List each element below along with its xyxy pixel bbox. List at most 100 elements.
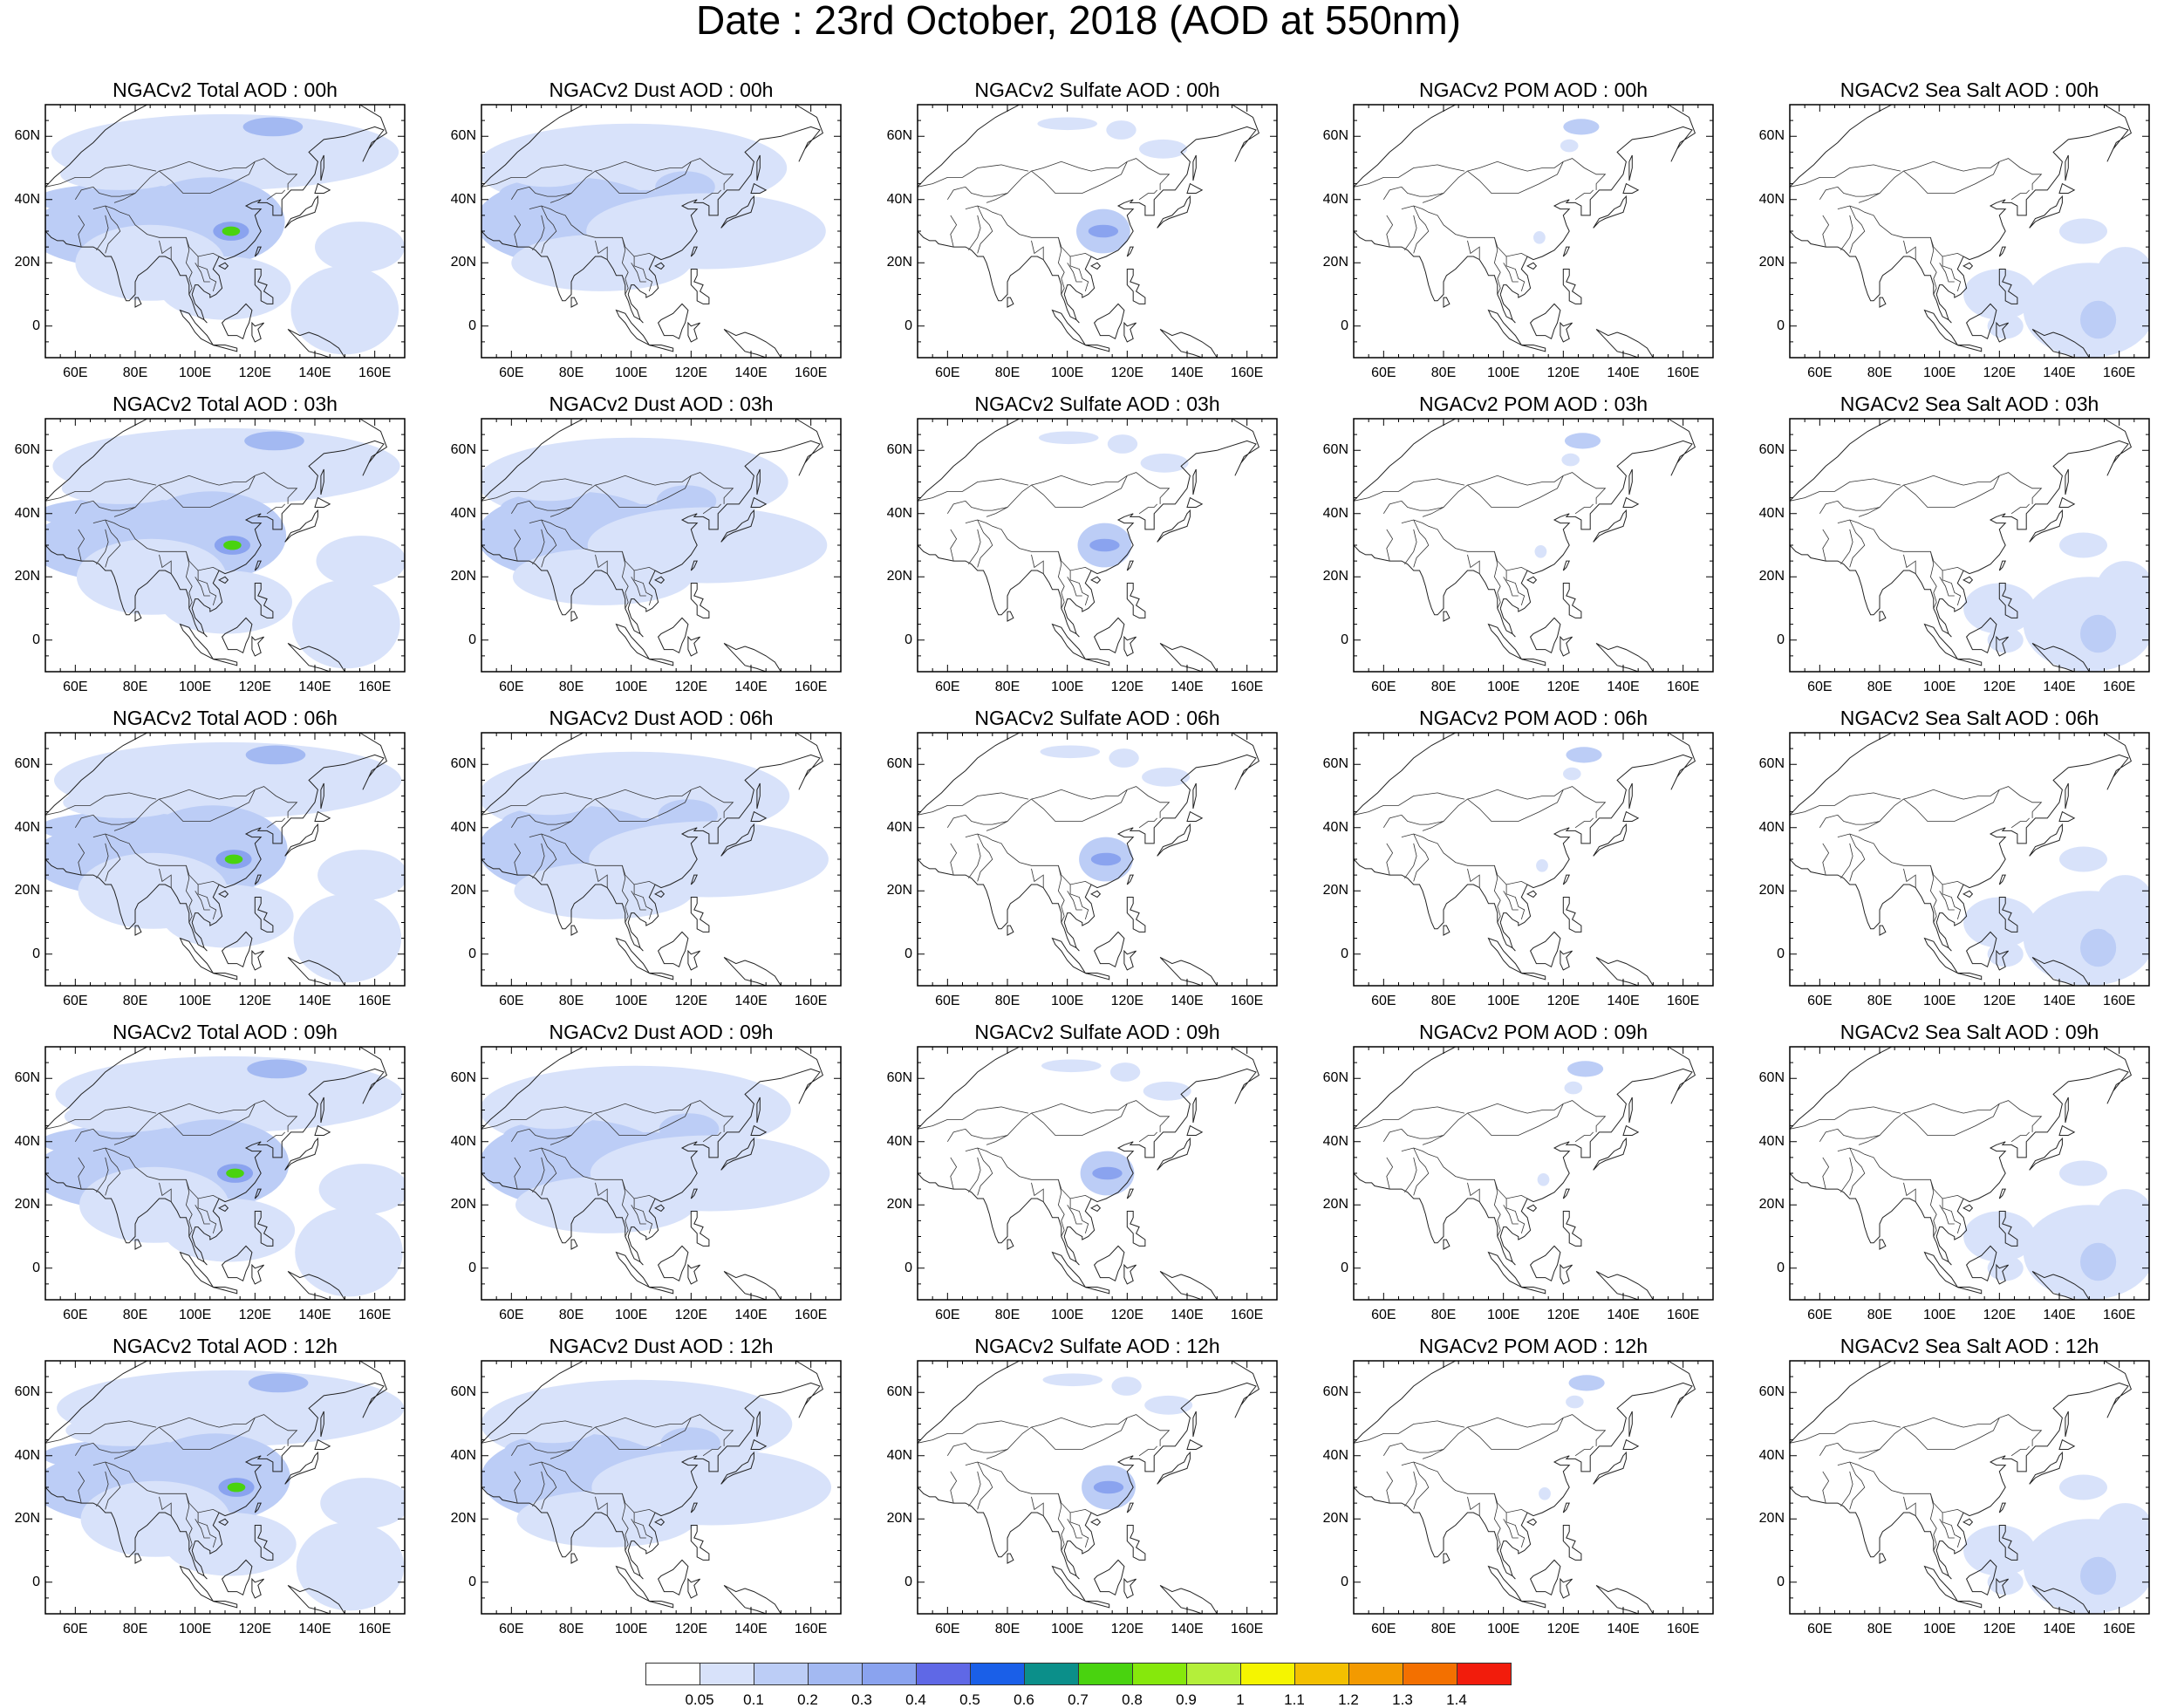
coastline bbox=[690, 269, 710, 304]
coastline bbox=[918, 419, 1260, 638]
coastline bbox=[1094, 617, 1125, 654]
coastline bbox=[1790, 419, 2133, 638]
aod-shading bbox=[2095, 247, 2149, 311]
lon-tick-label: 120E bbox=[238, 366, 272, 380]
country-border bbox=[74, 1128, 136, 1143]
country-border bbox=[185, 237, 193, 295]
country-border bbox=[1031, 789, 1128, 800]
country-border bbox=[1858, 1100, 2043, 1145]
country-border bbox=[595, 554, 608, 574]
country-border bbox=[195, 1205, 210, 1225]
coastline bbox=[2065, 782, 2069, 810]
country-border bbox=[1819, 186, 1881, 201]
coastline bbox=[1521, 659, 1546, 666]
lon-tick-label: 160E bbox=[1666, 366, 1700, 380]
colorbar-box bbox=[1403, 1663, 1457, 1685]
country-border bbox=[1069, 885, 1089, 920]
panel-title: NGACv2 POM AOD : 09h bbox=[1418, 1021, 1648, 1043]
aod-shading bbox=[493, 136, 602, 188]
country-border bbox=[1404, 843, 1417, 879]
lat-tick-label: 0 bbox=[1777, 318, 1785, 333]
coastline bbox=[1560, 949, 1573, 971]
coastline bbox=[134, 1239, 142, 1250]
lat-tick-label: 60N bbox=[886, 756, 912, 772]
aod-shading bbox=[316, 536, 405, 587]
country-border bbox=[1837, 1147, 1964, 1199]
aod-map bbox=[44, 732, 406, 987]
country-border bbox=[529, 833, 656, 885]
coastline bbox=[1593, 823, 1627, 857]
colorbar-label: 1.1 bbox=[1284, 1691, 1305, 1708]
colorbar-box bbox=[700, 1663, 754, 1685]
aod-map bbox=[1789, 1360, 2150, 1615]
lat-tick-label: 0 bbox=[32, 318, 40, 333]
coastline bbox=[222, 1559, 253, 1596]
country-border bbox=[96, 215, 109, 251]
coastline bbox=[1157, 195, 1191, 229]
lon-tick-label: 160E bbox=[1666, 1308, 1700, 1322]
lon-tick-label: 160E bbox=[1666, 680, 1700, 694]
coastline bbox=[1628, 468, 1633, 495]
lon-tick-label: 100E bbox=[614, 994, 648, 1008]
country-border bbox=[1354, 792, 1465, 816]
lon-tick-label: 60E bbox=[1807, 994, 1833, 1008]
coastline bbox=[1186, 496, 1204, 508]
coastline bbox=[218, 262, 229, 270]
country-border bbox=[595, 868, 608, 888]
aod-map bbox=[481, 1360, 842, 1615]
country-border bbox=[1031, 868, 1044, 888]
country-border bbox=[1849, 205, 1866, 254]
lon-tick-label: 160E bbox=[358, 1308, 392, 1322]
lat-tick-label: 40N bbox=[1758, 819, 1785, 835]
coastline bbox=[287, 328, 345, 358]
coastline bbox=[1090, 1518, 1102, 1527]
map-panel: NGACv2 Total AOD : 12h 60N 40N 20N 0 60E 80E 10… bbox=[0, 1335, 406, 1649]
country-border bbox=[702, 189, 721, 201]
country-border bbox=[918, 792, 1029, 816]
country-border bbox=[1790, 792, 1901, 816]
coastline bbox=[1186, 1438, 1204, 1450]
lon-tick-label: 140E bbox=[1171, 366, 1204, 380]
country-border bbox=[105, 205, 121, 254]
country-border bbox=[185, 1179, 193, 1237]
country-border bbox=[1031, 1103, 1128, 1114]
coastline bbox=[658, 931, 689, 968]
lat-tick-label: 0 bbox=[1777, 1574, 1785, 1589]
coastline bbox=[756, 1411, 761, 1438]
lat-tick-label: 20N bbox=[886, 255, 912, 270]
country-border bbox=[633, 1513, 653, 1548]
lat-tick-label: 20N bbox=[14, 883, 40, 898]
country-border bbox=[1422, 158, 1607, 203]
country-border bbox=[74, 186, 136, 201]
lon-tick-label: 120E bbox=[1110, 1308, 1144, 1322]
coastline bbox=[615, 1251, 651, 1288]
coastline bbox=[1530, 931, 1561, 968]
country-border bbox=[1138, 1131, 1157, 1143]
coastline bbox=[287, 1270, 345, 1300]
aod-shading bbox=[226, 1168, 244, 1179]
country-border bbox=[633, 570, 653, 606]
lon-tick-label: 80E bbox=[1867, 1622, 1893, 1636]
aod-shading bbox=[45, 811, 207, 844]
aod-shading bbox=[1963, 583, 2036, 634]
lon-tick-label: 140E bbox=[298, 994, 331, 1008]
coastline bbox=[1593, 509, 1627, 543]
aod-shading bbox=[1037, 117, 1097, 131]
country-border bbox=[1849, 519, 1866, 568]
lon-tick-label: 60E bbox=[935, 1622, 960, 1636]
aod-shading bbox=[1106, 120, 1137, 140]
coastline bbox=[615, 937, 651, 974]
coastline bbox=[1562, 269, 1582, 304]
lon-tick-label: 140E bbox=[1171, 1622, 1204, 1636]
aod-shading bbox=[495, 764, 604, 816]
aod-shading bbox=[1038, 431, 1099, 445]
lon-tick-label: 120E bbox=[674, 1308, 708, 1322]
lon-tick-label: 80E bbox=[994, 680, 1020, 694]
lon-tick-label: 140E bbox=[1607, 366, 1640, 380]
coastline bbox=[134, 925, 142, 936]
coastline bbox=[1957, 973, 1983, 980]
coastline bbox=[654, 1518, 666, 1527]
coastline bbox=[2029, 1137, 2063, 1171]
lon-tick-label: 80E bbox=[994, 994, 1020, 1008]
country-border bbox=[185, 865, 193, 923]
